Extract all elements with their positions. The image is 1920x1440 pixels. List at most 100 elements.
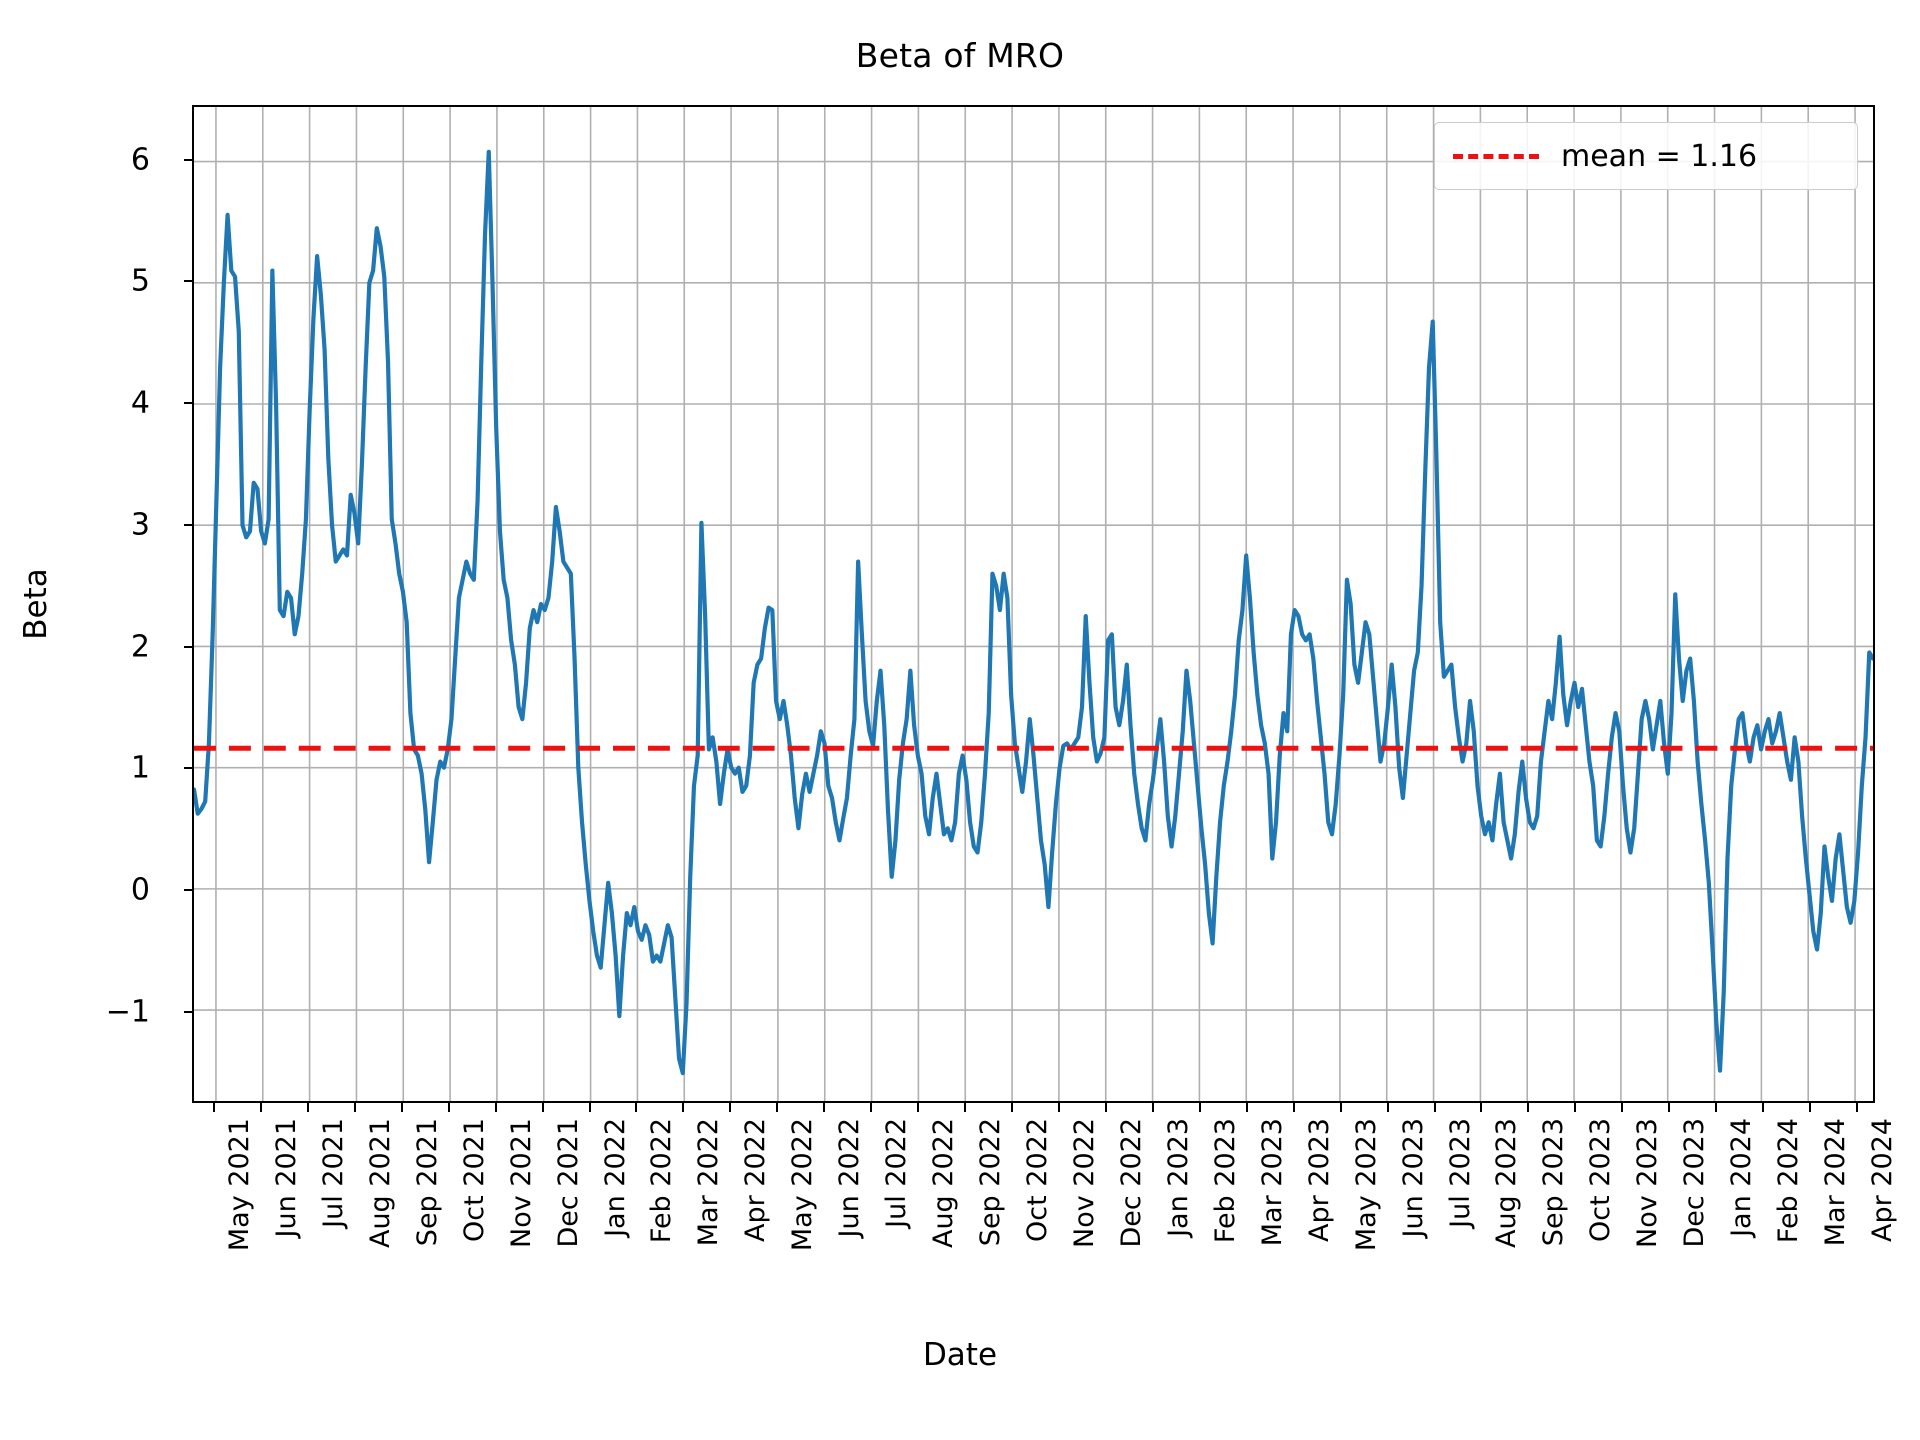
x-tick-label: Sep 2023 (1538, 1118, 1570, 1247)
x-tick-label: Jan 2024 (1726, 1118, 1758, 1237)
legend-mean-label: mean = 1.16 (1561, 138, 1758, 174)
data-series-layer (194, 149, 1873, 1076)
x-tick-label: Sep 2022 (975, 1118, 1007, 1247)
x-tick-mark (1809, 1103, 1812, 1112)
y-axis-label: Beta (18, 568, 54, 640)
x-tick-label: Aug 2022 (928, 1118, 960, 1249)
y-tick-mark (184, 280, 193, 283)
x-tick-label: Dec 2021 (552, 1118, 584, 1248)
x-tick-mark (494, 1103, 497, 1112)
x-tick-label: Sep 2021 (411, 1118, 443, 1247)
x-tick-mark (1574, 1103, 1577, 1112)
y-tick-label: 5 (130, 263, 150, 299)
x-tick-label: Oct 2022 (1022, 1118, 1054, 1242)
x-tick-label: Apr 2023 (1303, 1118, 1335, 1243)
x-tick-mark (1527, 1103, 1530, 1112)
x-tick-mark (1245, 1103, 1248, 1112)
y-tick-label: 6 (130, 142, 150, 178)
x-axis-label: Date (922, 1337, 998, 1373)
x-tick-mark (353, 1103, 356, 1112)
x-tick-label: Jan 2023 (1162, 1118, 1194, 1237)
x-tick-label: May 2023 (1350, 1118, 1382, 1252)
y-tick-mark (184, 158, 193, 161)
x-tick-label: May 2021 (224, 1118, 255, 1252)
y-tick-label: 3 (130, 507, 150, 543)
x-tick-mark (1339, 1103, 1342, 1112)
y-tick-mark (184, 645, 193, 648)
x-tick-mark (1856, 1103, 1858, 1112)
grid-lines (194, 107, 1873, 1101)
x-tick-label: Dec 2022 (1115, 1118, 1147, 1248)
plot-area (192, 105, 1875, 1103)
y-tick-label: 4 (130, 385, 150, 421)
x-tick-mark (1292, 1103, 1295, 1112)
x-tick-label: Jul 2023 (1444, 1118, 1476, 1228)
x-tick-label: Apr 2024 (1867, 1118, 1898, 1243)
x-tick-label: Aug 2023 (1491, 1118, 1523, 1249)
y-tick-label: 1 (130, 750, 150, 786)
x-tick-mark (1762, 1103, 1765, 1112)
x-tick-mark (682, 1103, 685, 1112)
x-tick-label: Dec 2023 (1679, 1118, 1711, 1248)
x-tick-label: Jan 2022 (599, 1118, 631, 1237)
legend: mean = 1.16 (1434, 122, 1858, 190)
x-tick-label: Jun 2021 (270, 1118, 302, 1238)
x-tick-mark (1198, 1103, 1201, 1112)
x-tick-mark (729, 1103, 732, 1112)
x-tick-label: Nov 2022 (1068, 1118, 1100, 1248)
y-tick-mark (184, 402, 193, 405)
x-tick-mark (917, 1103, 920, 1112)
x-tick-label: Mar 2024 (1820, 1118, 1852, 1247)
x-tick-mark (1621, 1103, 1624, 1112)
x-tick-mark (1433, 1103, 1436, 1112)
x-tick-mark (541, 1103, 544, 1112)
x-tick-label: Jul 2021 (317, 1118, 349, 1228)
legend-mean-line-swatch (1453, 153, 1539, 159)
x-tick-label: Jul 2022 (881, 1118, 913, 1228)
y-tick-label: 2 (130, 629, 150, 665)
x-tick-mark (1668, 1103, 1671, 1112)
y-tick-label: 0 (130, 872, 150, 908)
x-tick-label: Jun 2022 (834, 1118, 866, 1238)
x-tick-mark (1057, 1103, 1060, 1112)
y-tick-mark (184, 767, 193, 770)
x-tick-label: May 2022 (787, 1118, 819, 1252)
x-tick-label: Jun 2023 (1397, 1118, 1429, 1238)
x-tick-mark (1480, 1103, 1483, 1112)
y-tick-label: −1 (105, 994, 150, 1030)
y-tick-mark (184, 889, 193, 891)
x-tick-mark (823, 1103, 826, 1112)
x-tick-mark (259, 1103, 262, 1112)
x-tick-mark (447, 1103, 450, 1112)
x-tick-label: Mar 2022 (693, 1118, 725, 1247)
page-title: Beta of MRO (855, 36, 1065, 75)
x-tick-mark (776, 1103, 779, 1112)
x-tick-mark (588, 1103, 591, 1112)
x-tick-label: Feb 2024 (1773, 1118, 1805, 1244)
x-tick-label: Oct 2023 (1585, 1118, 1617, 1242)
x-tick-mark (1386, 1103, 1389, 1112)
x-tick-mark (635, 1103, 638, 1112)
x-tick-mark (306, 1103, 309, 1112)
x-tick-mark (213, 1103, 215, 1112)
x-tick-mark (1104, 1103, 1107, 1112)
x-tick-label: Feb 2022 (646, 1118, 678, 1244)
x-tick-mark (1151, 1103, 1154, 1112)
y-tick-mark (184, 1010, 193, 1013)
x-tick-label: Mar 2023 (1256, 1118, 1288, 1247)
x-tick-mark (1715, 1103, 1718, 1112)
x-tick-label: Oct 2021 (458, 1118, 490, 1242)
x-tick-label: Nov 2021 (505, 1118, 537, 1248)
x-tick-label: Apr 2022 (740, 1118, 772, 1243)
y-tick-mark (184, 523, 193, 526)
x-tick-label: Nov 2023 (1632, 1118, 1664, 1248)
x-tick-label: Aug 2021 (364, 1118, 396, 1249)
x-tick-mark (964, 1103, 967, 1112)
x-tick-mark (870, 1103, 873, 1112)
x-tick-label: Feb 2023 (1209, 1118, 1241, 1244)
x-tick-mark (400, 1103, 403, 1112)
x-tick-mark (1011, 1103, 1014, 1112)
y-axis-ticks: −1 0 1 2 3 4 5 6 (0, 0, 193, 1440)
